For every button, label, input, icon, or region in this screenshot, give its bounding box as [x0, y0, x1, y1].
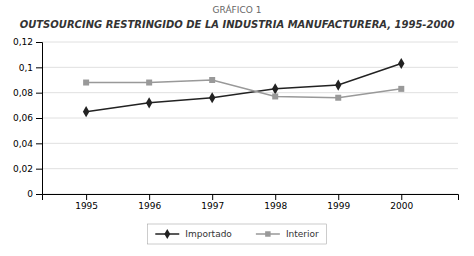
- point: [398, 58, 404, 69]
- tick: 0,12: [13, 37, 42, 47]
- grid-line: [42, 67, 458, 68]
- tick: 1995: [75, 194, 98, 211]
- series: [83, 77, 404, 101]
- tick-label: 1997: [201, 201, 224, 211]
- tick-mark: [36, 67, 42, 68]
- legend-label: Importado: [185, 229, 232, 239]
- tick-label: 1999: [327, 201, 350, 211]
- tick-mark: [36, 93, 42, 94]
- tick: 1996: [138, 194, 161, 211]
- tick-label: 0,12: [13, 37, 33, 47]
- grid-line: [42, 118, 458, 119]
- tick-label: 2000: [390, 201, 413, 211]
- tick-mark: [338, 194, 339, 200]
- point: [209, 92, 215, 103]
- tick-label: 1995: [75, 201, 98, 211]
- point: [335, 79, 341, 90]
- grid-line: [42, 42, 458, 43]
- tick: 0,1: [19, 63, 42, 73]
- series: [83, 58, 405, 117]
- tick-label: 1996: [138, 201, 161, 211]
- legend-marker: [265, 231, 270, 236]
- tick-mark: [36, 194, 42, 195]
- point: [272, 93, 278, 99]
- plot: 1995 1996 1997 1998 1999 2000 0 0,02 0,04 0,06 0,0…: [13, 37, 459, 211]
- tick-label: 0,04: [13, 139, 33, 149]
- grid-line: [42, 168, 458, 169]
- legend: Importado Interior: [147, 224, 326, 244]
- tick-label: 0,1: [19, 63, 33, 73]
- point: [146, 80, 152, 86]
- tick: 2000: [390, 194, 413, 211]
- tick-mark: [401, 194, 402, 200]
- tick-mark: [212, 194, 213, 200]
- tick-label: 1998: [264, 201, 287, 211]
- title: OUTSOURCING RESTRINGIDO DE LA INDUSTRIA …: [20, 19, 455, 30]
- tick: 1998: [264, 194, 287, 211]
- tick: 0,08: [13, 88, 42, 98]
- line: [86, 64, 401, 112]
- point: [335, 95, 341, 101]
- tick-mark: [149, 194, 150, 200]
- legend-label: Interior: [286, 229, 319, 239]
- legend-marker: [164, 229, 170, 239]
- tick-mark: [86, 194, 87, 200]
- x-axis: 1995 1996 1997 1998 1999 2000: [43, 194, 459, 211]
- tick: 0,02: [13, 164, 42, 174]
- subtitle: GRÁFICO 1: [213, 4, 262, 15]
- legend-box: [147, 224, 326, 244]
- line: [86, 80, 401, 98]
- point: [83, 80, 89, 86]
- tick-mark: [36, 143, 42, 144]
- tick-label: 0: [27, 189, 33, 199]
- point: [272, 83, 278, 94]
- tick-mark: [36, 42, 42, 43]
- legend-item: Importado: [155, 229, 232, 239]
- tick-label: 0,02: [13, 164, 33, 174]
- point: [398, 86, 404, 92]
- tick-label: 0,06: [13, 113, 33, 123]
- tick-mark: [36, 169, 42, 170]
- point: [209, 77, 215, 83]
- chart: GRÁFICO 1 OUTSOURCING RESTRINGIDO DE LA I…: [0, 0, 474, 256]
- tick: 0,04: [13, 139, 42, 149]
- marks: [83, 58, 405, 117]
- point: [146, 97, 152, 108]
- axis-line: [36, 43, 43, 195]
- tick-mark: [275, 194, 276, 200]
- legend-item: Interior: [256, 229, 319, 239]
- grid: [42, 42, 458, 194]
- tick-mark: [36, 118, 42, 119]
- tick: 0: [27, 189, 42, 199]
- tick: 1999: [327, 194, 350, 211]
- tick-label: 0,08: [13, 88, 33, 98]
- point: [83, 106, 89, 117]
- y-axis: 0 0,02 0,04 0,06 0,08 0,1 0,12: [13, 37, 43, 199]
- grid-line: [42, 143, 458, 144]
- axis-line: [43, 195, 459, 201]
- tick: 1997: [201, 194, 224, 211]
- tick: 0,06: [13, 113, 42, 123]
